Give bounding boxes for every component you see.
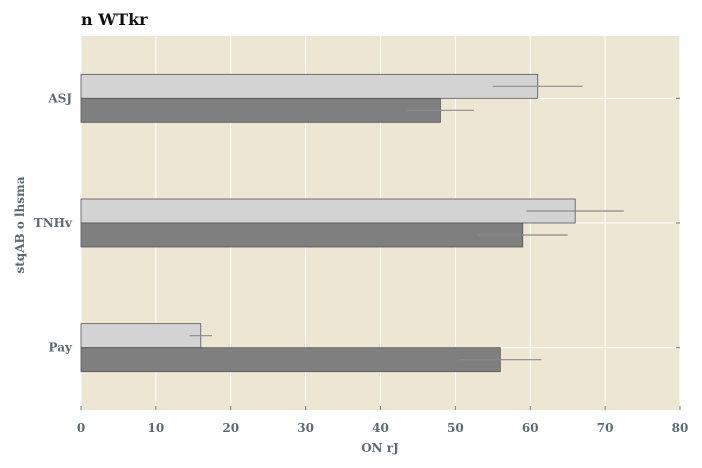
x-tick-label: 60 <box>522 421 539 435</box>
bar <box>80 73 539 99</box>
x-tick-label: 50 <box>447 421 464 435</box>
chart-title: n WTkr <box>81 10 148 29</box>
x-tick-label: 10 <box>148 421 165 435</box>
y-tick-label: TNHv <box>34 216 73 230</box>
y-tick-label: ASJ <box>47 91 72 105</box>
x-tick-label: 70 <box>597 421 614 435</box>
y-tick-label: Pay <box>49 341 73 355</box>
x-tick-label: 40 <box>372 421 389 435</box>
bars <box>80 73 624 373</box>
x-tick-label: 80 <box>672 421 689 435</box>
x-tick-label: 20 <box>222 421 239 435</box>
ticks: 0 10 20 30 40 50 60 70 80 ASJ TNHv Pay <box>34 91 689 435</box>
bar <box>80 97 441 123</box>
y-axis-label: stqAB o lhsma <box>13 176 27 273</box>
bar <box>80 347 501 373</box>
bar <box>80 323 202 349</box>
bar <box>80 222 524 248</box>
x-tick-label: 0 <box>77 421 85 435</box>
bar <box>80 198 576 224</box>
x-axis-label: ON rJ <box>361 441 399 455</box>
x-tick-label: 30 <box>297 421 314 435</box>
